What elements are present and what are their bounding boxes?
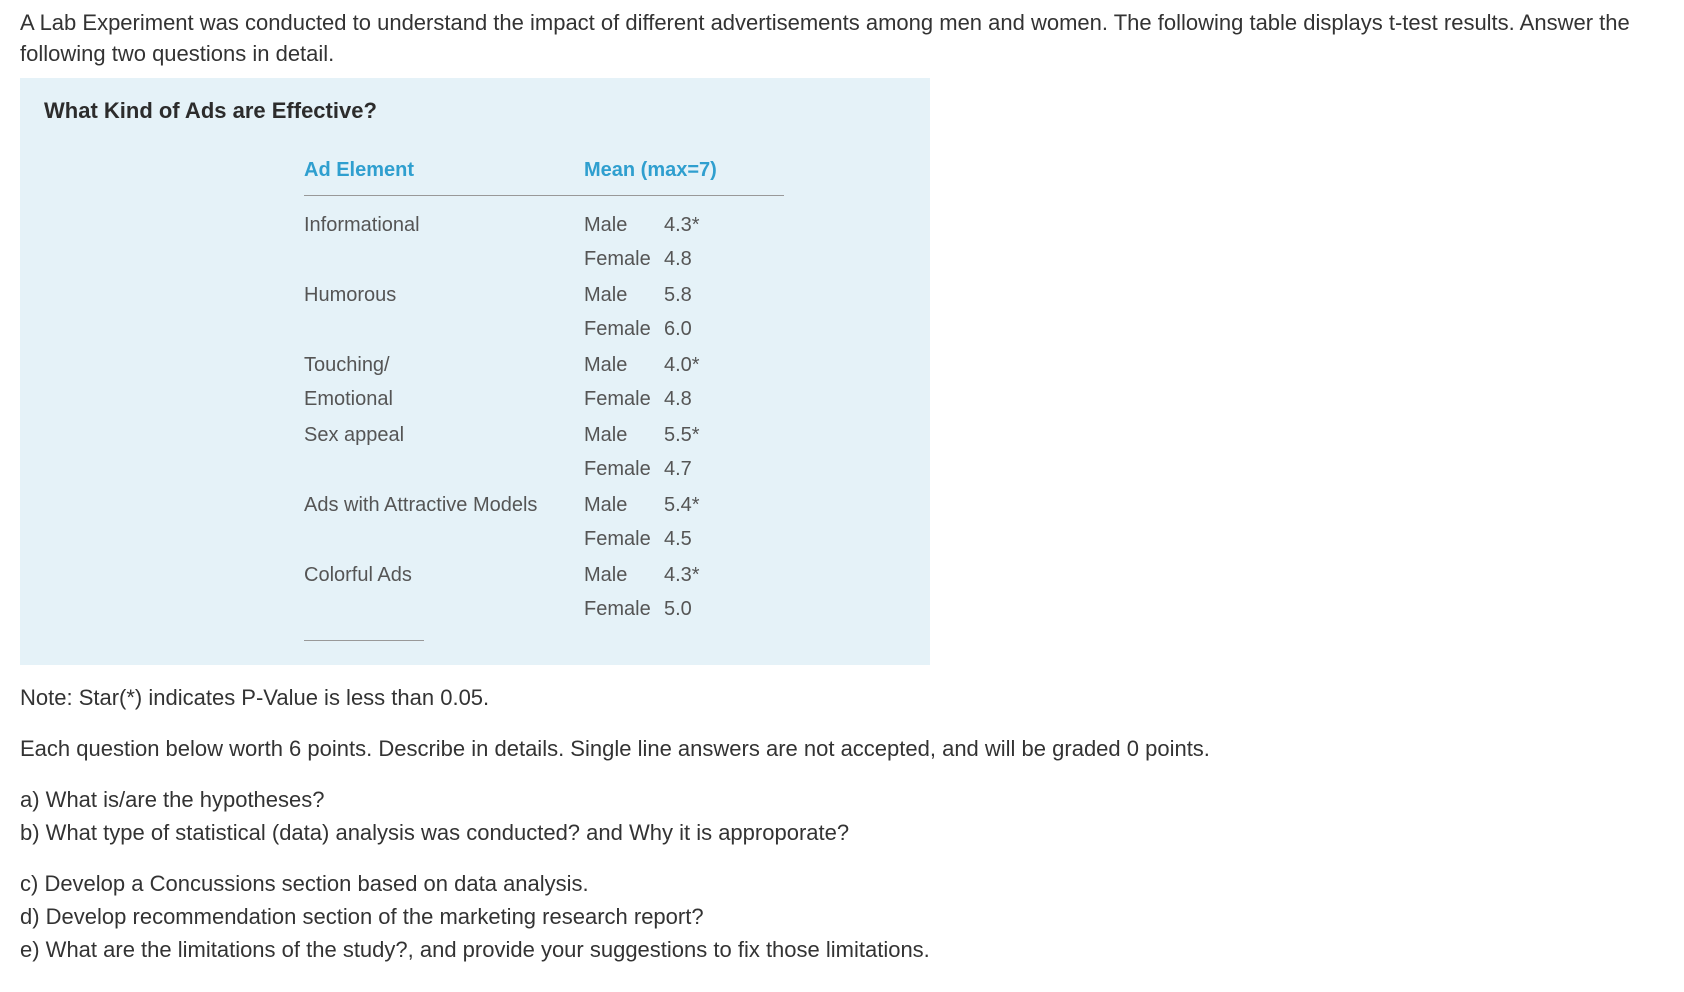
data-table: Ad Element Mean (max=7) Informational Ma… bbox=[304, 155, 784, 641]
ad-element-cell: Colorful Ads bbox=[304, 558, 584, 592]
mean-value: 5.4* bbox=[664, 488, 700, 522]
header-mean: Mean (max=7) bbox=[584, 155, 784, 185]
note-text: Note: Star(*) indicates P-Value is less … bbox=[20, 681, 1664, 714]
mean-cell: Male 5.4* Female 4.5 bbox=[584, 488, 784, 556]
mean-cell: Male 4.0* Female 4.8 bbox=[584, 348, 784, 416]
gender-label: Female bbox=[584, 382, 664, 416]
mean-line-female: Female 4.8 bbox=[584, 242, 784, 276]
ad-element-cell: Informational bbox=[304, 208, 584, 242]
gender-label: Female bbox=[584, 592, 664, 626]
mean-cell: Male 5.5* Female 4.7 bbox=[584, 418, 784, 486]
mean-value: 6.0 bbox=[664, 312, 692, 346]
mean-value: 4.7 bbox=[664, 452, 692, 486]
question-c: c) Develop a Concussions section based o… bbox=[20, 867, 1664, 900]
table-footer-line bbox=[304, 640, 424, 641]
table-row: Sex appeal Male 5.5* Female 4.7 bbox=[304, 418, 784, 486]
mean-cell: Male 4.3* Female 5.0 bbox=[584, 558, 784, 626]
gender-label: Male bbox=[584, 418, 664, 452]
gender-label: Male bbox=[584, 558, 664, 592]
gender-label: Male bbox=[584, 278, 664, 312]
mean-value: 4.3* bbox=[664, 208, 700, 242]
ad-element-cell: Humorous bbox=[304, 278, 584, 312]
mean-line-male: Male 5.5* bbox=[584, 418, 784, 452]
table-row: Ads with Attractive Models Male 5.4* Fem… bbox=[304, 488, 784, 556]
question-e: e) What are the limitations of the study… bbox=[20, 933, 1664, 966]
mean-value: 5.8 bbox=[664, 278, 692, 312]
table-row: Touching/ Emotional Male 4.0* Female 4.8 bbox=[304, 348, 784, 416]
mean-value: 4.8 bbox=[664, 242, 692, 276]
table-header: Ad Element Mean (max=7) bbox=[304, 155, 784, 196]
mean-value: 4.5 bbox=[664, 522, 692, 556]
ad-element-cell: Sex appeal bbox=[304, 418, 584, 452]
question-block-ab: a) What is/are the hypotheses? b) What t… bbox=[20, 783, 1664, 849]
mean-line-female: Female 5.0 bbox=[584, 592, 784, 626]
gender-label: Male bbox=[584, 348, 664, 382]
mean-line-male: Male 4.3* bbox=[584, 558, 784, 592]
table-container: What Kind of Ads are Effective? Ad Eleme… bbox=[20, 78, 930, 665]
question-a: a) What is/are the hypotheses? bbox=[20, 783, 1664, 816]
mean-value: 4.3* bbox=[664, 558, 700, 592]
question-b: b) What type of statistical (data) analy… bbox=[20, 816, 1664, 849]
mean-value: 4.0* bbox=[664, 348, 700, 382]
table-row: Humorous Male 5.8 Female 6.0 bbox=[304, 278, 784, 346]
gender-label: Female bbox=[584, 522, 664, 556]
mean-cell: Male 4.3* Female 4.8 bbox=[584, 208, 784, 276]
mean-line-male: Male 4.0* bbox=[584, 348, 784, 382]
instructions-text: Each question below worth 6 points. Desc… bbox=[20, 732, 1664, 765]
table-title: What Kind of Ads are Effective? bbox=[44, 94, 906, 127]
table-body: Informational Male 4.3* Female 4.8 Humor… bbox=[304, 208, 784, 641]
mean-value: 4.8 bbox=[664, 382, 692, 416]
table-row: Colorful Ads Male 4.3* Female 5.0 bbox=[304, 558, 784, 626]
gender-label: Male bbox=[584, 488, 664, 522]
question-d: d) Develop recommendation section of the… bbox=[20, 900, 1664, 933]
gender-label: Female bbox=[584, 242, 664, 276]
ad-element-cell: Touching/ Emotional bbox=[304, 348, 584, 416]
ad-element-cell: Ads with Attractive Models bbox=[304, 488, 584, 522]
mean-line-female: Female 4.5 bbox=[584, 522, 784, 556]
mean-line-female: Female 4.7 bbox=[584, 452, 784, 486]
mean-line-female: Female 6.0 bbox=[584, 312, 784, 346]
mean-line-female: Female 4.8 bbox=[584, 382, 784, 416]
gender-label: Female bbox=[584, 452, 664, 486]
mean-value: 5.0 bbox=[664, 592, 692, 626]
gender-label: Male bbox=[584, 208, 664, 242]
gender-label: Female bbox=[584, 312, 664, 346]
mean-line-male: Male 5.8 bbox=[584, 278, 784, 312]
mean-line-male: Male 4.3* bbox=[584, 208, 784, 242]
question-block-cde: c) Develop a Concussions section based o… bbox=[20, 867, 1664, 966]
table-row: Informational Male 4.3* Female 4.8 bbox=[304, 208, 784, 276]
header-ad-element: Ad Element bbox=[304, 155, 584, 185]
mean-line-male: Male 5.4* bbox=[584, 488, 784, 522]
mean-cell: Male 5.8 Female 6.0 bbox=[584, 278, 784, 346]
mean-value: 5.5* bbox=[664, 418, 700, 452]
intro-text: A Lab Experiment was conducted to unders… bbox=[20, 8, 1664, 70]
